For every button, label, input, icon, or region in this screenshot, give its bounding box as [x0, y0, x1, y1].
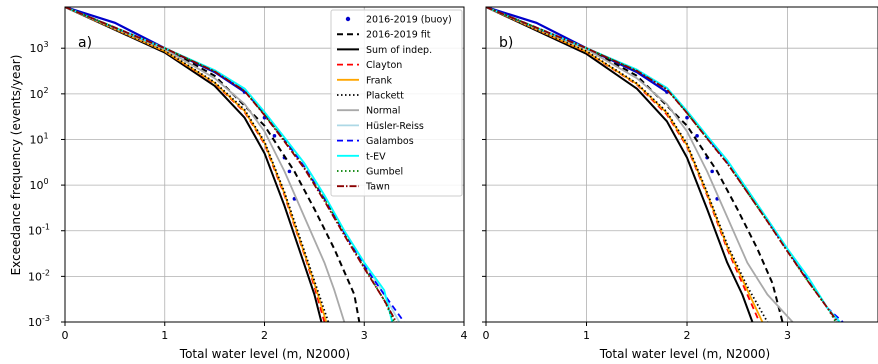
axes-frame — [485, 6, 878, 323]
legend-label-galambos: Galambos — [366, 136, 414, 147]
legend-label-gumbel: Gumbel — [366, 167, 403, 178]
series-line-sum-of-indep — [486, 7, 754, 322]
legend-label-2016-2019-fit: 2016-2019 fit — [366, 30, 431, 41]
series-line-tawn — [65, 7, 397, 322]
series-line-clayton — [65, 7, 326, 322]
gridlines — [485, 7, 878, 323]
x-tick-label: 1 — [583, 329, 590, 342]
y-axis-label: Exceedance frequency (events/year) — [9, 55, 23, 276]
series-group — [486, 7, 844, 322]
legend-label-plackett: Plackett — [366, 91, 404, 102]
series-line-frank — [65, 7, 328, 322]
series-line-t-ev — [486, 7, 841, 322]
series-line-h-sler-reiss — [486, 7, 839, 322]
x-tick-label: 0 — [483, 329, 490, 342]
y-tick-label: 10-1 — [28, 223, 50, 238]
x-tick-label: 1 — [161, 329, 168, 342]
x-axis-label-a: Total water level (m, N2000) — [179, 347, 350, 361]
series-line-sum-of-indep — [65, 7, 323, 322]
series-line-2016-2019-fit — [65, 7, 361, 322]
series-line-2016-2019-fit — [486, 7, 784, 322]
legend-label-sum-of-indep: Sum of indep. — [366, 45, 432, 56]
series-line-plackett — [486, 7, 769, 322]
series-line-gumbel — [486, 7, 837, 322]
series-line-tawn — [486, 7, 839, 322]
panel-label: b) — [499, 35, 513, 51]
legend-label-tawn: Tawn — [365, 182, 390, 193]
data-point-2016-2019-buoy — [695, 134, 699, 138]
series-line-clayton — [486, 7, 761, 322]
legend-label-normal: Normal — [366, 106, 400, 117]
legend-label-t-ev: t-EV — [366, 151, 386, 162]
series-line-normal — [65, 7, 346, 322]
y-tick-label: 101 — [29, 131, 48, 146]
legend-marker-2016-2019-buoy — [345, 16, 351, 22]
series-line-t-ev — [65, 7, 394, 322]
x-tick-label: 0 — [62, 329, 69, 342]
x-axis-label-b: Total water level (m, N2000) — [599, 347, 770, 361]
x-tick-label: 3 — [361, 329, 368, 342]
data-point-2016-2019-buoy — [287, 169, 292, 174]
series-group — [65, 7, 405, 322]
series-line-frank — [486, 7, 764, 322]
x-tick-label: 2 — [684, 329, 691, 342]
series-line-galambos — [486, 7, 844, 322]
x-tick-label: 2 — [261, 329, 268, 342]
panel-a: 0 1 2 3 4 10-3 10-2 10-1 100 101 102 103 a) — [28, 6, 468, 342]
series-line-plackett — [65, 7, 330, 322]
panel-b: 0 1 2 3 b) — [482, 6, 878, 342]
data-point-2016-2019-buoy — [685, 115, 689, 120]
legend-box — [330, 9, 463, 197]
y-tick-label: 103 — [29, 40, 48, 55]
data-point-2016-2019-buoy — [710, 169, 714, 174]
x-tick-label: 4 — [461, 329, 468, 342]
panel-label: a) — [78, 35, 92, 51]
y-tick-label: 10-2 — [28, 268, 50, 283]
y-tick-label: 10-3 — [28, 314, 50, 329]
data-point-2016-2019-buoy — [272, 134, 277, 138]
y-tick-label: 100 — [29, 177, 48, 192]
y-tick-label: 102 — [29, 86, 48, 101]
legend-label-h-sler-reiss: Hüsler-Reiss — [366, 121, 424, 132]
series-line-normal — [486, 7, 794, 322]
legend-label-2016-2019-buoy: 2016-2019 (buoy) — [366, 15, 452, 26]
legend: 2016-2019 (buoy) 2016-2019 fit Sum of inde… — [330, 9, 463, 197]
legend-label-clayton: Clayton — [366, 60, 402, 71]
x-tick-label: 3 — [784, 329, 791, 342]
legend-label-frank: Frank — [366, 75, 393, 86]
